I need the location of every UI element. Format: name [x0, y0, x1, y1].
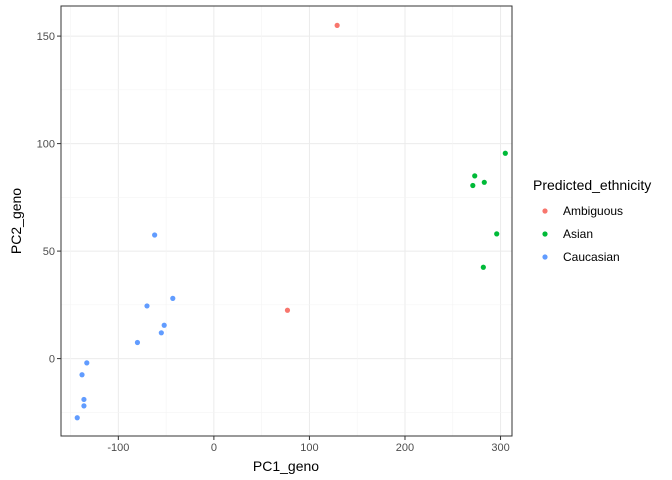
data-point-caucasian [81, 403, 87, 409]
data-point-caucasian [74, 415, 80, 421]
legend-label-asian: Asian [563, 227, 593, 241]
data-point-caucasian [81, 396, 87, 403]
data-point-caucasian [84, 360, 90, 366]
x-axis-ticks: -100 0 100 200 300 [107, 436, 510, 454]
y-tick-label: 150 [37, 31, 55, 43]
data-points [74, 22, 508, 421]
legend-label-ambiguous: Ambiguous [563, 204, 623, 218]
y-axis-ticks: 0 50 100 150 [37, 31, 61, 366]
x-tick-label: 300 [491, 442, 509, 454]
data-point-asian [494, 231, 500, 237]
panel-border [60, 5, 513, 437]
legend-label-caucasian: Caucasian [563, 250, 620, 264]
data-point-ambiguous [334, 22, 340, 28]
data-point-caucasian [134, 339, 141, 346]
legend-key-asian [542, 231, 548, 237]
data-point-asian [472, 173, 478, 179]
y-axis-title: PC2_geno [8, 188, 24, 254]
x-axis-title: PC1_geno [253, 458, 319, 474]
data-point-caucasian [158, 330, 164, 336]
data-point-asian [481, 179, 487, 185]
data-point-asian [470, 182, 476, 189]
legend-key-ambiguous [542, 208, 548, 214]
data-point-caucasian [161, 322, 167, 328]
grid-lines [61, 6, 512, 436]
data-point-caucasian [170, 295, 176, 301]
data-point-asian [502, 150, 508, 156]
data-point-caucasian [144, 303, 150, 309]
panel-background [61, 6, 512, 436]
y-tick-label: 50 [43, 246, 55, 258]
data-point-caucasian [79, 372, 85, 378]
data-point-ambiguous [284, 307, 291, 313]
x-tick-label: -100 [107, 442, 129, 454]
data-point-asian [480, 264, 486, 270]
data-point-caucasian [152, 232, 158, 238]
legend-key-caucasian [542, 254, 548, 260]
y-tick-label: 0 [49, 354, 55, 366]
x-tick-label: 200 [396, 442, 414, 454]
legend-title: Predicted_ethnicity [533, 177, 651, 193]
y-tick-label: 100 [37, 139, 55, 151]
x-tick-label: 0 [211, 442, 217, 454]
x-tick-label: 100 [300, 442, 318, 454]
legend: Predicted_ethnicity Ambiguous Asian Caucas… [533, 177, 651, 264]
